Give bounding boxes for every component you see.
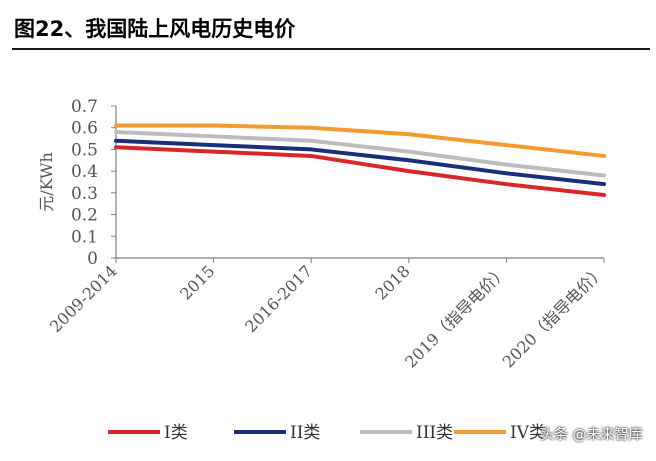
- y-tick-label: 0.1: [71, 227, 98, 247]
- x-tick-label: 2009-2014: [46, 261, 121, 336]
- legend-label: IV类: [510, 423, 546, 443]
- legend-label: II类: [290, 423, 320, 443]
- x-tick-label: 2019（指导电价）: [401, 261, 511, 371]
- legend-label: III类: [416, 423, 453, 443]
- x-tick-label: 2016-2017: [241, 261, 316, 336]
- y-tick-label: 0.7: [71, 97, 98, 117]
- series-lines: [114, 123, 606, 198]
- series-line-II类: [114, 138, 606, 187]
- watermark-text: 头条 @未来智库: [540, 427, 643, 443]
- figure-title: 图22、我国陆上风电历史电价: [14, 17, 296, 41]
- legend: I类 II类 III类 IV类: [108, 423, 546, 443]
- x-axis: 2009-2014 2015 2016-2017 20182019（指导电价）2020…: [46, 257, 609, 372]
- series-line-III类: [114, 130, 606, 178]
- y-tick-label: 0.3: [71, 184, 98, 204]
- x-tick-label: 2015: [176, 261, 218, 303]
- title-divider: [12, 48, 650, 50]
- y-tick-label: 0.2: [71, 206, 98, 226]
- series-line-I类: [114, 145, 606, 198]
- y-tick-label: 0.4: [71, 162, 98, 182]
- y-axis: 00.10.20.30.40.50.60.7: [71, 97, 117, 269]
- legend-label: I类: [164, 423, 188, 443]
- y-tick-label: 0.6: [71, 119, 98, 139]
- y-tick-label: 0: [87, 249, 98, 269]
- y-axis-label: 元/KWh: [37, 152, 56, 212]
- series-line-IV类: [114, 123, 606, 158]
- y-tick-label: 0.5: [71, 140, 98, 160]
- x-tick-label: 2020（指导电价）: [499, 261, 609, 371]
- x-tick-label: 2018: [371, 261, 413, 303]
